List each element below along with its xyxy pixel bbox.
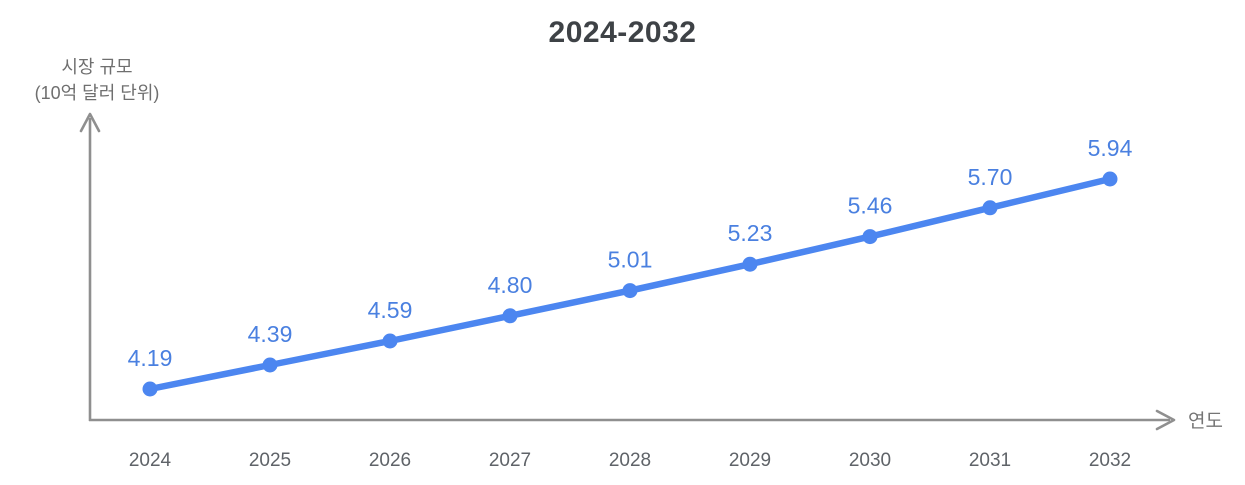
x-tick-label: 2029 — [729, 450, 771, 471]
x-tick-label: 2027 — [489, 450, 531, 471]
data-label: 5.23 — [728, 220, 773, 246]
data-label: 4.19 — [128, 345, 173, 371]
data-label: 5.46 — [848, 193, 893, 219]
data-point — [622, 283, 638, 299]
x-tick-label: 2032 — [1089, 450, 1131, 471]
data-label: 4.59 — [368, 297, 413, 323]
x-tick-label: 2028 — [609, 450, 651, 471]
data-label: 4.39 — [248, 321, 293, 347]
data-point — [142, 381, 158, 397]
series-layer: 4.19 4.39 4.59 4.80 5.01 5.23 5.46 5.70 5.94 — [128, 135, 1133, 397]
x-axis-title: 연도 — [1188, 410, 1223, 432]
y-axis-title: 시장 규모 (10억 달러 단위) — [12, 54, 182, 106]
data-point — [262, 357, 278, 373]
x-tick-label: 2031 — [969, 450, 1011, 471]
data-label: 5.01 — [608, 247, 653, 273]
data-point — [862, 229, 878, 245]
data-point — [502, 308, 518, 324]
x-tick-label: 2025 — [249, 450, 291, 471]
x-tick-label: 2024 — [129, 450, 172, 471]
x-tick-label: 2026 — [369, 450, 411, 471]
data-point — [742, 256, 758, 272]
data-point — [1102, 171, 1118, 187]
chart-title: 2024-2032 — [548, 16, 697, 49]
data-point — [982, 200, 998, 216]
data-label: 5.70 — [968, 164, 1013, 190]
x-axis-arrow-icon — [1155, 409, 1176, 431]
data-label: 5.94 — [1088, 135, 1133, 161]
y-axis-title-line1: 시장 규모 — [61, 57, 133, 77]
x-tick-label: 2030 — [849, 450, 891, 471]
data-label: 4.80 — [488, 272, 533, 298]
y-axis — [79, 112, 101, 421]
x-axis — [89, 409, 1176, 431]
data-point — [382, 333, 398, 349]
y-axis-title-line2: (10억 달러 단위) — [34, 83, 160, 104]
x-tick-layer: 2024 2025 2026 2027 2028 2029 2030 2031 2032 — [129, 450, 1131, 471]
y-axis-arrow-icon — [79, 112, 101, 133]
